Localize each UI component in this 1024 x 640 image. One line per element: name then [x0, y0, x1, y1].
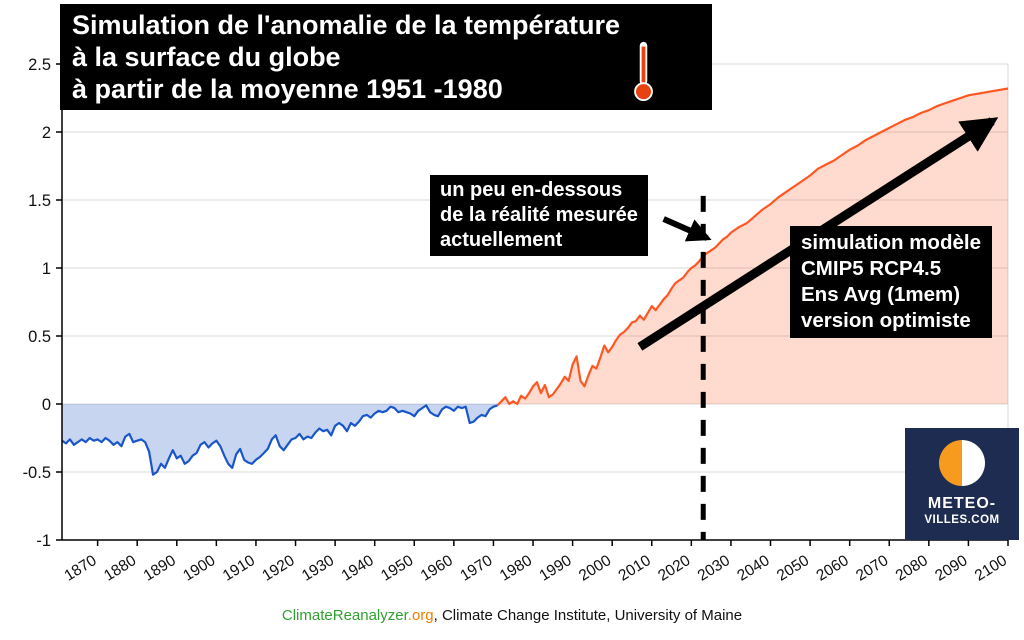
- x-tick-label: 2100: [972, 552, 1011, 585]
- y-tick-label: 0.5: [28, 328, 51, 346]
- footer-text: , Climate Change Institute, University o…: [433, 607, 743, 624]
- right-arrow-icon: [662, 216, 712, 242]
- annotation-below-line-3: actuellement: [440, 229, 563, 251]
- annotation-below-line-2: de la réalité mesurée: [440, 204, 638, 226]
- x-tick-label: 2080: [893, 552, 932, 585]
- meteo-villes-logo: METEO- VILLES.COM: [905, 428, 1019, 540]
- annotation-model-line-1: simulation modèle: [801, 231, 981, 254]
- x-tick-label: 2020: [655, 552, 694, 585]
- x-tick-label: 1880: [101, 552, 140, 585]
- y-tick-label: 2.5: [28, 56, 51, 74]
- x-tick-label: 1920: [259, 552, 298, 585]
- x-tick-label: 1900: [180, 552, 219, 585]
- y-tick-label: -0.5: [23, 464, 51, 482]
- annotation-below-reality: un peu en-dessous de la réalité mesurée …: [430, 175, 648, 256]
- x-tick-label: 1940: [339, 552, 378, 585]
- x-tick-label: 1930: [299, 552, 338, 585]
- x-tick-label: 2050: [774, 552, 813, 585]
- annotation-model-line-2: CMIP5 RCP4.5: [801, 257, 942, 280]
- chart-title: Simulation de l'anomalie de la températu…: [60, 4, 712, 110]
- x-tick-label: 1980: [497, 552, 536, 585]
- footer-link-climatereanalyzer[interactable]: ClimateReanalyzer: [281, 607, 408, 624]
- x-tick-label: 1910: [220, 552, 259, 585]
- footer-credit: ClimateReanalyzer.org, Climate Change In…: [0, 607, 1024, 624]
- x-tick-label: 2000: [576, 552, 615, 585]
- title-line-1: Simulation de l'anomalie de la températu…: [72, 10, 621, 40]
- x-tick-label: 1950: [378, 552, 417, 585]
- x-tick-label: 2010: [616, 552, 655, 585]
- x-tick-label: 2070: [853, 552, 892, 585]
- half-orange-circle-icon: [939, 440, 985, 486]
- annotation-model-info: simulation modèle CMIP5 RCP4.5 Ens Avg (…: [790, 226, 992, 338]
- x-tick-label: 1960: [418, 552, 457, 585]
- annotation-model-line-3: Ens Avg (1mem): [801, 283, 961, 306]
- x-tick-label: 2030: [695, 552, 734, 585]
- thermometer-icon: [634, 41, 653, 102]
- title-line-2: à la surface du globe: [72, 42, 341, 72]
- series-line-projection: [496, 87, 1009, 407]
- x-tick-label: 2090: [932, 552, 971, 585]
- logo-text-meteo: METEO-: [927, 495, 997, 512]
- annotation-below-line-1: un peu en-dessous: [440, 179, 623, 201]
- y-tick-label: -1: [36, 532, 51, 550]
- x-tick-label: 1890: [141, 552, 180, 585]
- y-tick-label: 1.5: [28, 192, 51, 210]
- y-tick-label: 0: [42, 396, 51, 414]
- footer-link-org[interactable]: .org: [407, 607, 434, 624]
- annotation-model-line-4: version optimiste: [801, 309, 971, 332]
- x-tick-label: 2040: [734, 552, 773, 585]
- series-area-historique: [62, 404, 498, 475]
- y-tick-label: 1: [42, 260, 51, 278]
- x-tick-label: 1870: [61, 552, 100, 585]
- y-tick-label: 2: [42, 124, 51, 142]
- series-line-historique: [61, 404, 498, 476]
- x-tick-label: 2060: [814, 552, 853, 585]
- x-tick-label: 1990: [536, 552, 575, 585]
- x-tick-label: 1970: [457, 552, 496, 585]
- title-line-3: à partir de la moyenne 1951 -1980: [72, 74, 503, 104]
- logo-text-villes: VILLES.COM: [924, 514, 1000, 526]
